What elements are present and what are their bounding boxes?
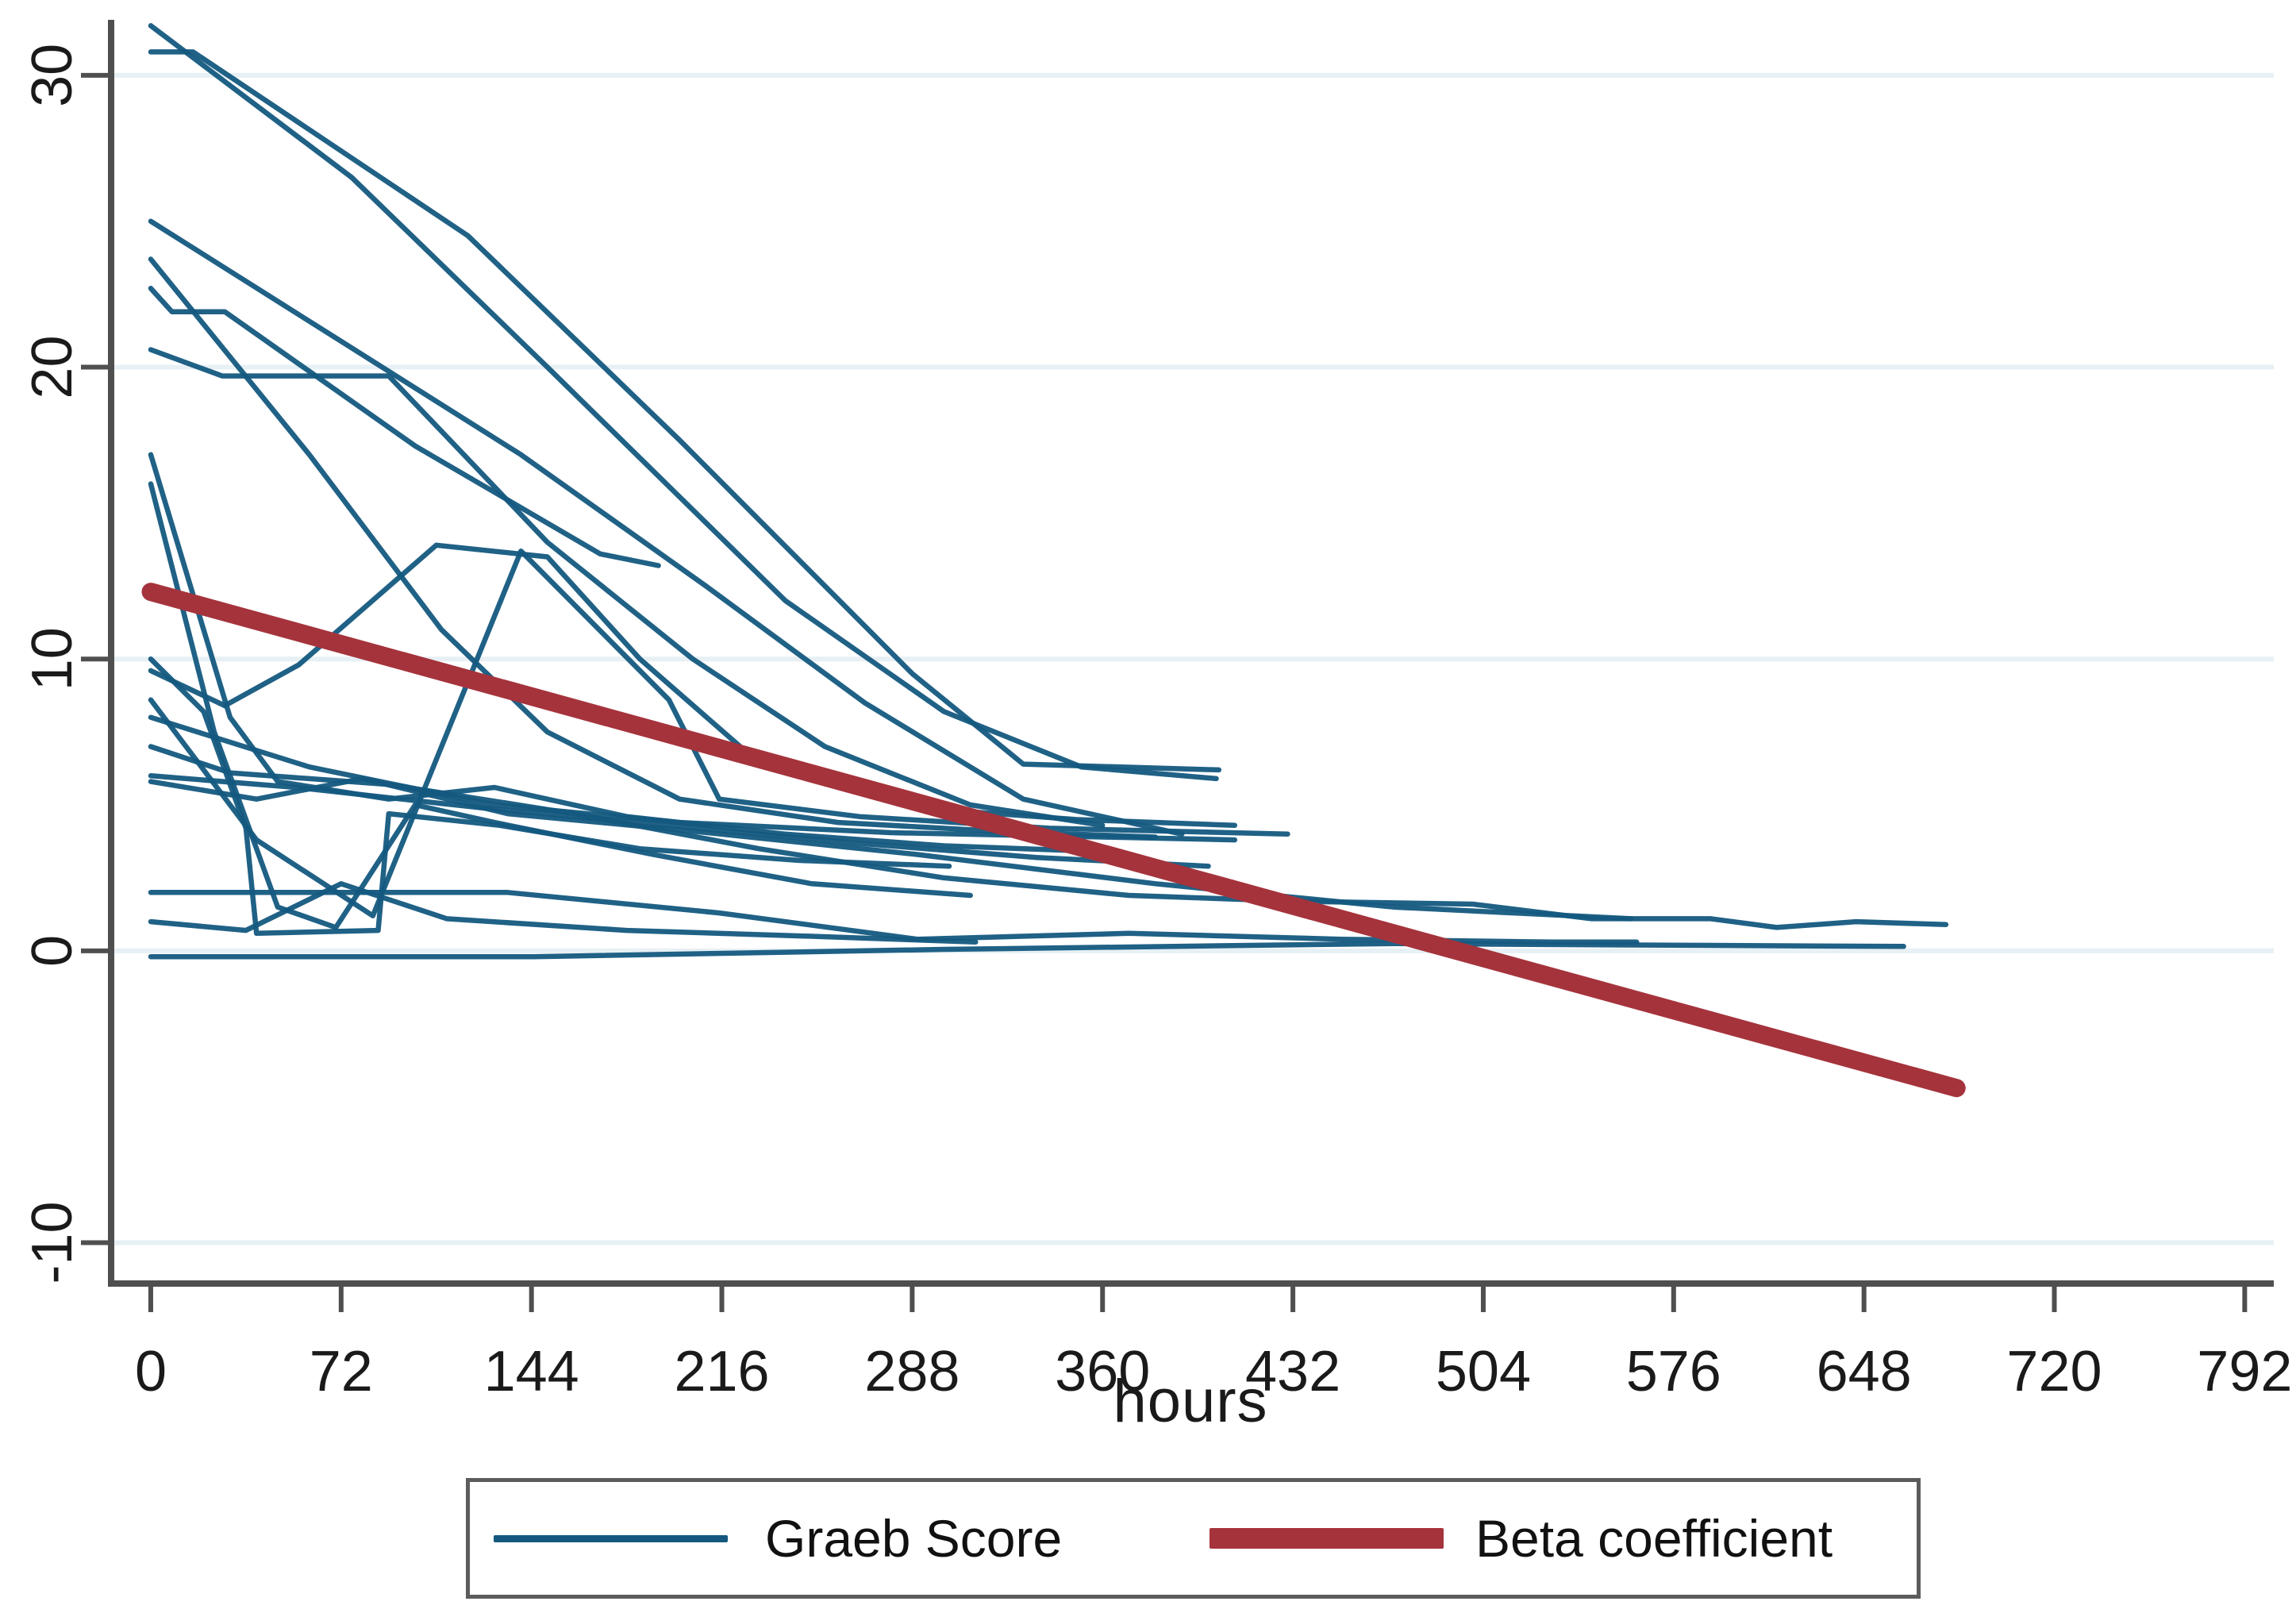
series-0-line-17 xyxy=(148,656,952,937)
x-tick-label-360: 360 xyxy=(1055,1340,1150,1403)
series-0-line-11 xyxy=(148,744,1949,930)
series-0-line-1 xyxy=(148,49,1222,773)
x-tick-label-72: 72 xyxy=(310,1340,373,1403)
series-0-line-16 xyxy=(148,941,1906,960)
series-0-line-3 xyxy=(148,256,1159,840)
graeb-score-line-swatch xyxy=(494,1535,728,1542)
legend: Graeb Score Beta coefficient xyxy=(466,1478,1921,1599)
x-tick-label-504: 504 xyxy=(1436,1340,1531,1403)
series-0-line-8 xyxy=(148,542,1238,829)
series-0-line-10 xyxy=(148,714,1238,843)
x-tick-label-144: 144 xyxy=(484,1340,579,1403)
x-tick-label-648: 648 xyxy=(1817,1340,1912,1403)
y-tick-label-10: 10 xyxy=(21,627,84,691)
y-tick-label--10: -10 xyxy=(21,1201,84,1284)
series-0-line-5 xyxy=(148,347,1106,829)
beta-coefficient-line-swatch xyxy=(1210,1528,1444,1549)
series-0-line-12 xyxy=(148,773,1211,869)
x-tick-label-288: 288 xyxy=(864,1340,960,1403)
series-1-line-0 xyxy=(141,583,1966,1098)
series-0-line-15 xyxy=(148,881,979,945)
x-tick-label-576: 576 xyxy=(1626,1340,1721,1403)
x-tick-label-0: 0 xyxy=(135,1340,167,1403)
x-tick-label-432: 432 xyxy=(1245,1340,1340,1403)
y-tick-label-0: 0 xyxy=(21,935,84,967)
x-tick-label-216: 216 xyxy=(674,1340,769,1403)
y-tick-label-30: 30 xyxy=(21,44,84,107)
series-0-line-0 xyxy=(148,23,1219,782)
y-tick-label-20: 20 xyxy=(21,335,84,398)
x-tick-label-792: 792 xyxy=(2197,1340,2292,1403)
series-0-line-2 xyxy=(148,218,1185,837)
series-0-line-6 xyxy=(148,452,1106,855)
series-0-line-13 xyxy=(148,776,1634,922)
series-0-line-4 xyxy=(148,286,661,568)
x-tick-label-720: 720 xyxy=(2006,1340,2102,1403)
legend-label-beta-coefficient: Beta coefficient xyxy=(1475,1509,1833,1568)
legend-label-graeb-score: Graeb Score xyxy=(765,1509,1063,1568)
x-axis-label: hours xyxy=(1113,1368,1268,1435)
